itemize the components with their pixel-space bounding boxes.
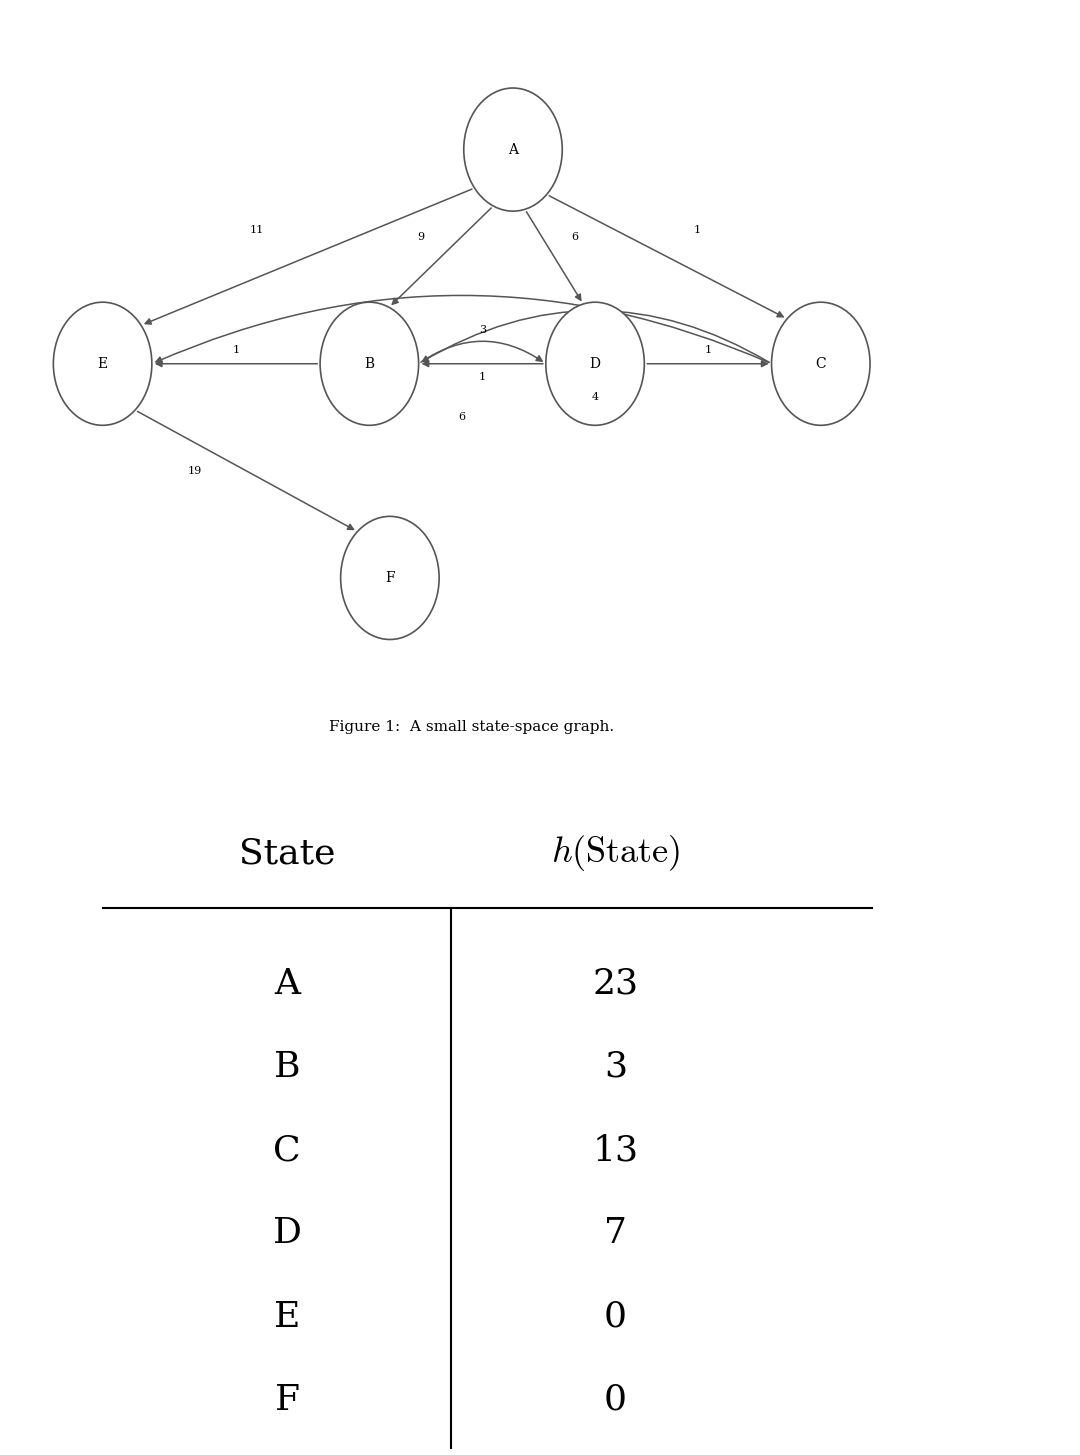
Ellipse shape <box>463 87 563 211</box>
Text: C: C <box>273 1133 301 1167</box>
Text: E: E <box>274 1299 300 1334</box>
Text: 19: 19 <box>188 466 202 476</box>
Text: 3: 3 <box>478 326 486 335</box>
Text: 0: 0 <box>604 1299 627 1334</box>
Text: 11: 11 <box>249 226 264 234</box>
Text: 3: 3 <box>604 1051 627 1084</box>
FancyArrowPatch shape <box>422 310 769 362</box>
Text: F: F <box>274 1382 300 1417</box>
Ellipse shape <box>771 303 870 425</box>
Text: E: E <box>97 356 108 371</box>
FancyArrowPatch shape <box>421 342 542 362</box>
Text: B: B <box>274 1051 300 1084</box>
Ellipse shape <box>340 517 440 640</box>
FancyArrowPatch shape <box>647 361 767 367</box>
Text: 1: 1 <box>704 345 712 355</box>
Text: $h\mathrm{(State)}$: $h\mathrm{(State)}$ <box>551 834 680 873</box>
Text: D: D <box>590 356 600 371</box>
FancyArrowPatch shape <box>423 361 543 367</box>
FancyArrowPatch shape <box>137 412 353 530</box>
Text: D: D <box>273 1216 301 1250</box>
Text: 7: 7 <box>604 1216 627 1250</box>
Text: F: F <box>386 570 394 585</box>
Text: 1: 1 <box>232 345 240 355</box>
Text: 1: 1 <box>694 226 701 234</box>
Text: A: A <box>274 966 300 1001</box>
FancyArrowPatch shape <box>392 208 491 304</box>
Text: Figure 1:  A small state-space graph.: Figure 1: A small state-space graph. <box>329 720 615 735</box>
FancyArrowPatch shape <box>157 361 318 367</box>
Text: 0: 0 <box>604 1382 627 1417</box>
Text: 23: 23 <box>593 966 638 1001</box>
Ellipse shape <box>53 303 152 425</box>
FancyArrowPatch shape <box>526 211 581 300</box>
FancyArrowPatch shape <box>549 196 783 317</box>
Text: 4: 4 <box>592 393 598 402</box>
Text: C: C <box>815 356 826 371</box>
Text: 6: 6 <box>458 412 465 422</box>
FancyArrowPatch shape <box>156 295 769 362</box>
Text: A: A <box>508 143 518 157</box>
Ellipse shape <box>545 303 645 425</box>
FancyArrowPatch shape <box>145 189 472 324</box>
Text: 13: 13 <box>593 1133 638 1167</box>
Text: 6: 6 <box>571 231 578 242</box>
Ellipse shape <box>320 303 419 425</box>
Text: 9: 9 <box>417 231 424 242</box>
Text: B: B <box>364 356 375 371</box>
Text: 1: 1 <box>478 372 486 383</box>
Text: State: State <box>239 837 336 870</box>
